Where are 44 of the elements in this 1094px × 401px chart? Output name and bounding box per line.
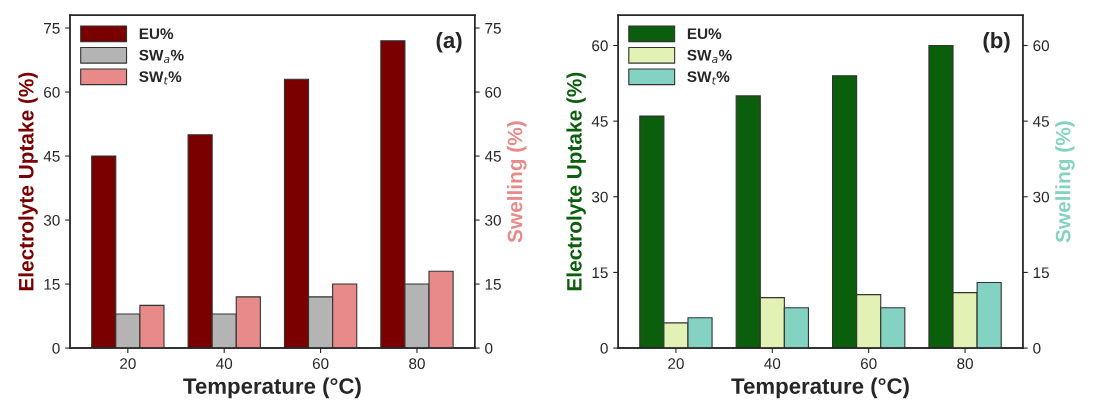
y2-axis-title: Swelling (%) — [507, 121, 527, 243]
y2-tick-label: 45 — [484, 151, 501, 162]
y-tick-label: 30 — [43, 214, 60, 226]
legend-label: SW$_{t}$% — [139, 71, 182, 85]
y-tick-label: 15 — [44, 279, 60, 290]
legend-label: SW$_{t}$% — [687, 71, 730, 85]
y-tick-label: 30 — [591, 191, 608, 203]
legend-label: EU% — [139, 28, 174, 40]
y-axis-title: Electrolyte Uptake (%) — [566, 72, 586, 291]
legend-label: SW$_{a}$% — [687, 49, 732, 64]
y2-tick-label: 45 — [1032, 116, 1049, 127]
legend-label: EU% — [687, 28, 722, 40]
y2-tick-label: 30 — [1033, 191, 1050, 203]
legend-label: SW$_{a}$% — [139, 49, 184, 64]
x-axis-title: Temperature (°C) — [731, 377, 909, 399]
x-tick-label: 20 — [668, 358, 684, 370]
y2-tick-label: 0 — [1033, 342, 1041, 354]
y2-axis-title: Swelling (%) — [1055, 121, 1075, 243]
y-tick-label: 0 — [52, 342, 60, 354]
y2-tick-label: 75 — [485, 23, 501, 34]
y2-tick-label: 60 — [485, 86, 501, 98]
y2-tick-label: 30 — [485, 214, 501, 226]
y2-tick-label: 60 — [1033, 40, 1050, 52]
y-tick-label: 45 — [591, 116, 608, 127]
y-axis-title: Electrolyte Uptake (%) — [18, 72, 38, 291]
x-tick-label: 60 — [860, 358, 877, 370]
x-tick-label: 20 — [120, 358, 136, 370]
y-tick-label: 75 — [44, 23, 60, 34]
y-tick-label: 60 — [44, 86, 60, 98]
x-tick-label: 60 — [312, 358, 329, 370]
y2-tick-label: 15 — [485, 279, 501, 290]
y-tick-label: 0 — [600, 342, 608, 354]
annotation: (b) — [983, 31, 1010, 53]
x-tick-label: 80 — [957, 358, 973, 370]
annotation: (a) — [436, 31, 462, 53]
y-tick-label: 15 — [592, 267, 608, 279]
x-tick-label: 40 — [764, 358, 781, 370]
y2-tick-label: 0 — [485, 342, 493, 354]
x-tick-label: 80 — [409, 358, 425, 370]
x-tick-label: 40 — [216, 358, 233, 370]
y2-tick-label: 15 — [1033, 267, 1049, 279]
y-tick-label: 60 — [592, 40, 608, 52]
y-tick-label: 45 — [43, 151, 60, 162]
x-axis-title: Temperature (°C) — [183, 377, 361, 399]
